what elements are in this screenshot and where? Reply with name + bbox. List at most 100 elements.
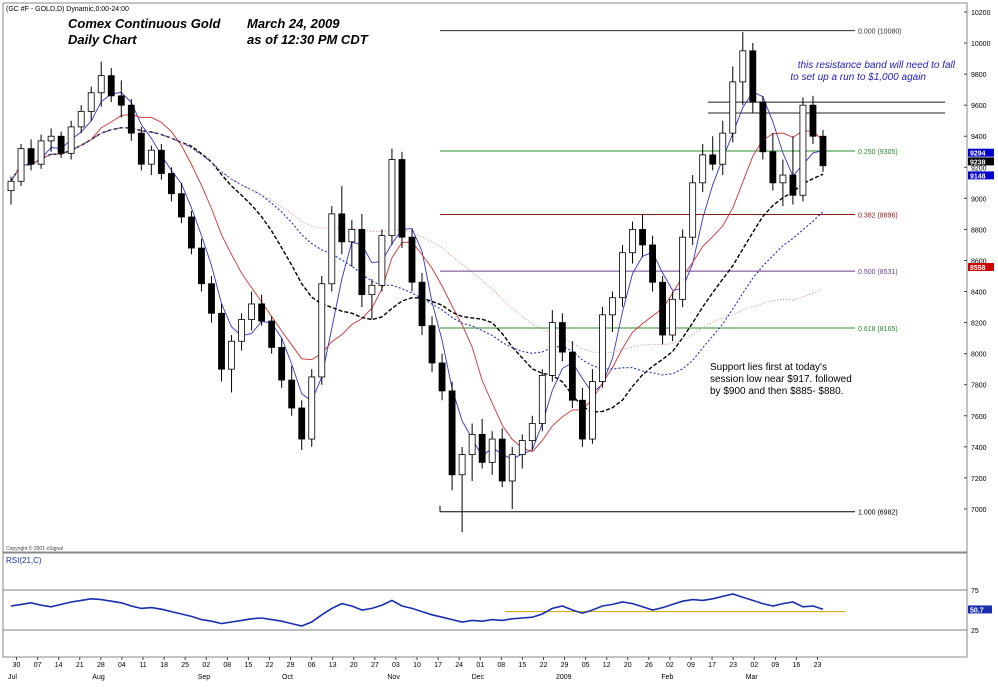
- month-label: Aug: [92, 674, 105, 681]
- candle: [438, 353, 446, 401]
- candle: [338, 185, 346, 255]
- candle: [308, 369, 316, 447]
- moving-average-layer: [10, 91, 824, 460]
- date-tick-label: 12: [603, 662, 611, 669]
- fib-level-label: 0.382 (8896): [858, 213, 898, 220]
- support-annotation-line1: Support lies first at today's: [710, 362, 827, 373]
- date-tick-label: 25: [181, 662, 189, 669]
- candle: [458, 446, 466, 533]
- date-tick-label: 04: [118, 662, 126, 669]
- candle: [147, 145, 155, 176]
- candle: [87, 86, 95, 121]
- date-tick-label: 20: [350, 662, 358, 669]
- date-tick-label: 08: [497, 662, 505, 669]
- date-tick-label: 26: [645, 662, 653, 669]
- support-annotation-line3: by $900 and then $885- $880.: [710, 386, 843, 397]
- candle: [538, 369, 546, 432]
- candle: [609, 291, 616, 332]
- candle: [659, 276, 667, 345]
- candle: [649, 235, 656, 292]
- price-tick-label: 8000: [971, 352, 987, 359]
- date-tick-label: 02: [666, 662, 674, 669]
- month-label: Oct: [282, 674, 293, 681]
- date-tick-label: 07: [34, 662, 42, 669]
- candle: [779, 159, 787, 207]
- rsi-title: RSI(21,C): [6, 556, 42, 565]
- candle: [619, 244, 626, 308]
- price-tick-label: 9400: [971, 134, 987, 141]
- chart-date-line2: as of 12:30 PM CDT: [247, 32, 369, 47]
- candle: [328, 206, 336, 292]
- candle: [398, 151, 406, 249]
- candle: [478, 418, 486, 469]
- price-tick-label: 9800: [971, 72, 987, 79]
- ma-medium-line: [10, 114, 824, 453]
- price-tag: 9148: [968, 171, 994, 180]
- candle: [699, 144, 707, 193]
- candle: [568, 341, 576, 408]
- date-tick-label: 23: [729, 662, 737, 669]
- price-tag: 8558: [968, 262, 994, 272]
- month-label: Jul: [8, 674, 17, 681]
- candle: [218, 303, 225, 382]
- fib-level-label: 0.000 (10080): [858, 29, 902, 36]
- price-axis: 7000 7200 7400 7600 7800 8000 8200 8400 8600 8800…: [964, 10, 994, 514]
- candle: [378, 229, 386, 292]
- candle: [258, 294, 266, 326]
- date-tick-label: 22: [266, 662, 274, 669]
- ma-long-line: [10, 127, 824, 354]
- candle: [388, 148, 396, 245]
- candlestick-layer: [7, 32, 827, 533]
- candle: [789, 136, 797, 205]
- candle: [157, 144, 165, 180]
- candle: [127, 98, 135, 141]
- date-tick-label: 09: [771, 662, 779, 669]
- candle: [107, 67, 115, 103]
- date-tick-label: 24: [455, 662, 463, 669]
- candle: [248, 291, 256, 331]
- fib-level-label: 1.000 (6982): [858, 510, 898, 517]
- price-tick-label: 8800: [971, 227, 987, 234]
- price-tick-label: 7600: [971, 414, 987, 421]
- date-tick-label: 14: [55, 662, 63, 669]
- date-axis: 30 07 14 21 28 04 11 18 25 02 08 15 22 29 06 13 20 27 03 10…: [8, 657, 821, 681]
- candle: [368, 279, 376, 320]
- price-tick-label: 9200: [971, 165, 987, 172]
- candle: [198, 238, 205, 292]
- candle: [448, 381, 456, 491]
- candle: [238, 313, 245, 351]
- date-tick-label: 21: [76, 662, 84, 669]
- candle: [799, 97, 807, 202]
- date-tick-label: 27: [371, 662, 379, 669]
- candle: [508, 446, 516, 509]
- candle: [689, 175, 697, 245]
- candle: [528, 415, 536, 450]
- candle: [629, 221, 636, 264]
- candle: [178, 182, 185, 224]
- candle: [578, 387, 586, 447]
- candle: [278, 338, 286, 388]
- candle: [548, 310, 556, 382]
- resistance-annotation-line2: to set up a run to $1,000 again: [790, 72, 926, 83]
- price-tag: 9294: [968, 148, 994, 158]
- month-label: Dec: [472, 674, 485, 681]
- date-tick-label: 01: [476, 662, 484, 669]
- price-tick-label: 7400: [971, 445, 987, 452]
- candle: [809, 95, 817, 144]
- candle: [599, 307, 606, 388]
- candle: [739, 32, 747, 106]
- date-tick-label: 06: [308, 662, 316, 669]
- rsi-last-value-tag: 50.7: [968, 605, 992, 614]
- rsi-panel: 25507550.7: [3, 588, 992, 635]
- price-tick-label: 9000: [971, 196, 987, 203]
- candle: [228, 335, 235, 393]
- price-tick-label: 7200: [971, 476, 987, 483]
- date-tick-label: 15: [244, 662, 252, 669]
- candle: [518, 434, 526, 469]
- candle: [57, 131, 65, 158]
- candle: [47, 128, 55, 152]
- candle: [97, 61, 105, 107]
- date-tick-label: 02: [202, 662, 210, 669]
